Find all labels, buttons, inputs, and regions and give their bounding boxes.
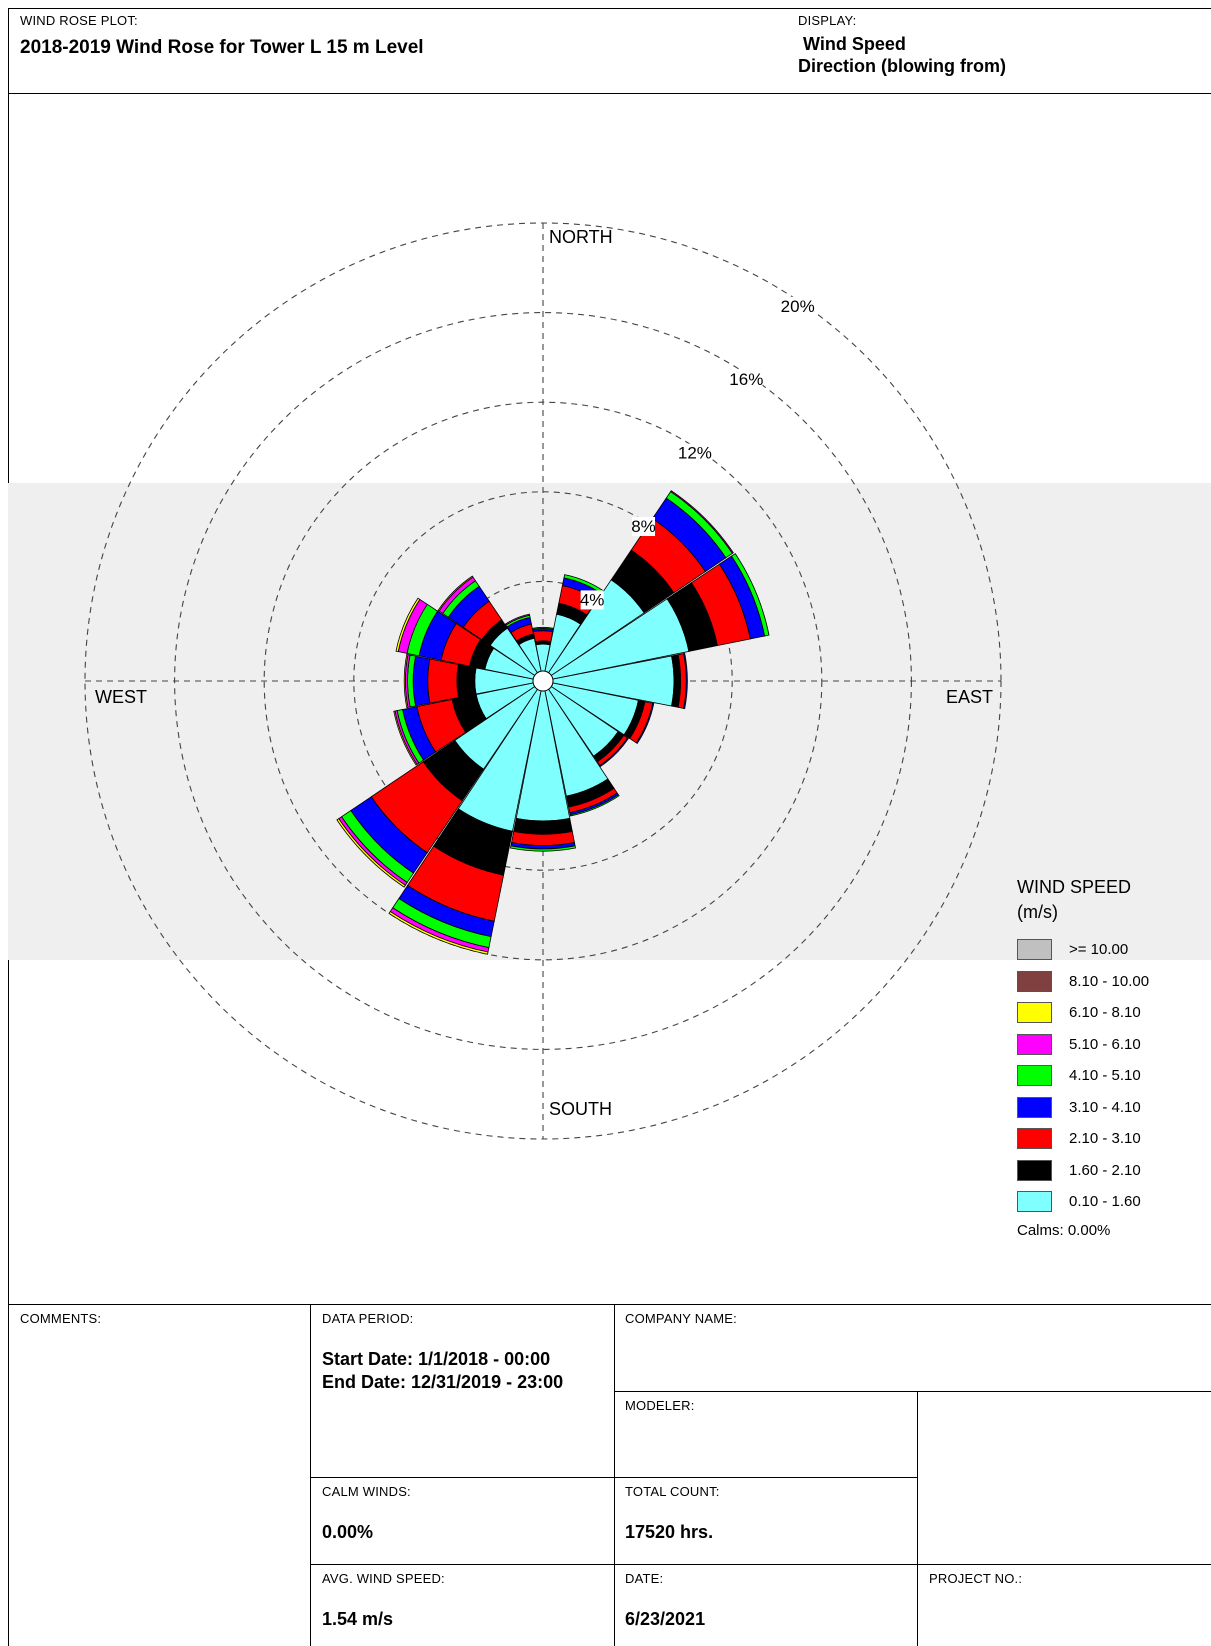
- petal-ne-bin-5: [670, 490, 734, 554]
- ring-label-bg-4: [781, 296, 814, 316]
- legend-label: >= 10.00: [1069, 941, 1129, 958]
- petal-e-bin-3: [683, 652, 688, 710]
- ring-label-1: 8%: [631, 517, 656, 536]
- petal-wnw-bin-6: [395, 597, 421, 653]
- petal-s-bin-1: [513, 817, 573, 835]
- petal-s-bin-4: [509, 845, 577, 852]
- legend-title: WIND SPEED (m/s): [1017, 875, 1131, 925]
- plot-caption: WIND ROSE PLOT:: [20, 13, 138, 28]
- calm-winds-caption: CALM WINDS:: [322, 1484, 411, 1499]
- petal-w-bin-6: [403, 653, 409, 709]
- compass-label-south: SOUTH: [549, 1099, 612, 1119]
- compass-label-west: WEST: [95, 687, 147, 707]
- legend-swatch: [1017, 1033, 1052, 1055]
- avg-wind-speed-value: 1.54 m/s: [322, 1609, 394, 1629]
- company-caption: COMPANY NAME:: [625, 1311, 737, 1326]
- footer-line-mid: [310, 1477, 917, 1478]
- petal-ssw-bin-6: [388, 910, 489, 955]
- legend-swatch: [1017, 970, 1052, 992]
- calms-label: Calms: 0.00%: [1017, 1222, 1111, 1239]
- plot-title: 2018-2019 Wind Rose for Tower L 15 m Lev…: [20, 37, 424, 58]
- petals-layer: [336, 490, 770, 955]
- legend-title-line1: WIND SPEED: [1017, 877, 1132, 897]
- date-caption: DATE:: [625, 1571, 664, 1586]
- petal-se-bin-3: [599, 737, 629, 767]
- footer-col-line-1: [310, 1304, 311, 1646]
- legend-label: 5.10 - 6.10: [1069, 1035, 1141, 1053]
- ring-label-bg-0: [580, 590, 604, 610]
- ring-label-bg-2: [678, 443, 712, 463]
- display-line2: Direction (blowing from): [798, 56, 1006, 76]
- compass-label-north: NORTH: [549, 227, 613, 247]
- legend-swatch: [1017, 1002, 1052, 1023]
- petal-ese-bin-3: [635, 702, 655, 744]
- ring-label-0: 4%: [580, 590, 605, 609]
- legend-swatch: [1017, 1096, 1052, 1118]
- start-date: Start Date: 1/1/2018 - 00:00: [322, 1349, 551, 1369]
- legend-swatch: [1017, 939, 1052, 960]
- data-period-caption: DATA PERIOD:: [322, 1311, 414, 1326]
- avg-wind-speed-caption: AVG. WIND SPEED:: [322, 1571, 445, 1586]
- petal-nnw-bin-5: [504, 613, 531, 626]
- legend-label: 2.10 - 3.10: [1069, 1130, 1141, 1147]
- petal-n-bin-4: [532, 626, 554, 630]
- ring-label-bg-3: [730, 370, 763, 390]
- display-caption: DISPLAY:: [798, 13, 857, 28]
- footer-col-line-2: [614, 1304, 615, 1646]
- petal-wsw-bin-6: [393, 710, 418, 766]
- legend-label: 1.60 - 2.10: [1069, 1161, 1141, 1179]
- center-circle: [532, 670, 554, 692]
- footer-line-company: [614, 1391, 1211, 1392]
- ring-label-3: 16%: [729, 370, 763, 389]
- end-date: End Date: 12/31/2019 - 23:00: [322, 1372, 564, 1392]
- ring-label-2: 12%: [678, 444, 712, 463]
- petal-ene-bin-4: [730, 553, 770, 637]
- petal-n-bin-2: [532, 630, 554, 642]
- footer-top-line: [8, 1304, 1211, 1305]
- legend-swatch: [1017, 1191, 1052, 1212]
- compass-label-east: EAST: [946, 687, 993, 707]
- comments-caption: COMMENTS:: [20, 1311, 102, 1326]
- petal-w-bin-2: [427, 658, 459, 704]
- date-value: 6/23/2021: [625, 1609, 706, 1629]
- modeler-caption: MODELER:: [625, 1398, 695, 1413]
- project-no-caption: PROJECT NO.:: [929, 1571, 1023, 1586]
- petal-w-bin-3: [412, 655, 431, 707]
- footer-col-line-3: [917, 1391, 918, 1646]
- legend-label: 8.10 - 10.00: [1069, 972, 1150, 990]
- legend-label: 6.10 - 8.10: [1069, 1004, 1141, 1021]
- total-count-caption: TOTAL COUNT:: [625, 1484, 720, 1499]
- overlay-layer: 4% 8% 12% 16% 20% NORTH EAST SOUTH WEST: [95, 227, 993, 1119]
- legend-label: 4.10 - 5.10: [1069, 1067, 1141, 1084]
- header-divider: [8, 93, 1211, 94]
- total-count-value: 17520 hrs.: [625, 1522, 714, 1542]
- petal-sse-bin-4: [569, 794, 620, 817]
- legend-swatch: [1017, 1128, 1052, 1149]
- legend-swatch: [1017, 1065, 1052, 1086]
- footer-line-bottom: [310, 1564, 1211, 1565]
- wind-rose-chart: 4% 8% 12% 16% 20% NORTH EAST SOUTH WEST: [8, 222, 1211, 1140]
- legend-title-line2: (m/s): [1017, 902, 1058, 922]
- ring-label-4: 20%: [781, 297, 815, 316]
- petal-nw-bin-6: [437, 575, 474, 612]
- petal-w-bin-1: [456, 664, 477, 698]
- legend-label: 0.10 - 1.60: [1069, 1193, 1141, 1210]
- petal-sw-bin-6: [336, 818, 406, 888]
- legend-swatch: [1017, 1159, 1052, 1181]
- ring-label-bg-1: [632, 517, 656, 537]
- calm-winds-value: 0.00%: [322, 1522, 374, 1542]
- display-line1: Wind Speed: [803, 34, 906, 54]
- legend-label: 3.10 - 4.10: [1069, 1098, 1141, 1116]
